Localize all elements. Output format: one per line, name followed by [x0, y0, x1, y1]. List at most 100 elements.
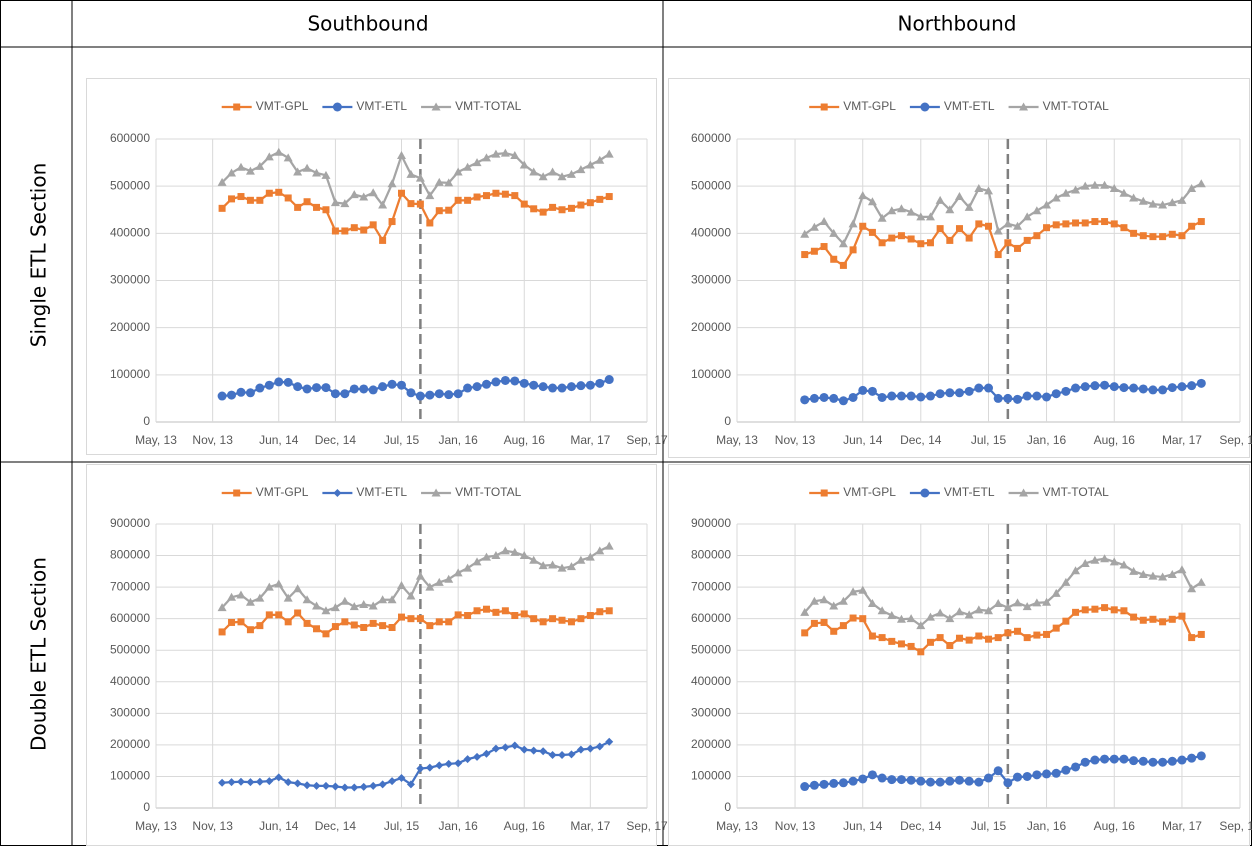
marker [604, 541, 614, 550]
marker [1109, 754, 1119, 764]
marker [500, 148, 510, 157]
chart-frame [86, 78, 657, 455]
marker [829, 778, 839, 788]
marker [284, 618, 292, 626]
marker [407, 615, 415, 623]
marker [849, 614, 857, 622]
marker [1149, 615, 1157, 623]
marker [406, 388, 416, 398]
marker [331, 782, 340, 791]
marker [350, 783, 359, 792]
marker [1129, 193, 1139, 202]
marker [993, 766, 1003, 776]
marker [265, 777, 274, 786]
x-tick-label: Dec, 14 [315, 433, 357, 447]
legend-label: VMT-GPL [843, 99, 896, 113]
marker [274, 773, 283, 782]
marker [359, 192, 369, 201]
marker [340, 389, 350, 399]
marker [425, 582, 435, 591]
marker [809, 596, 819, 605]
marker [255, 777, 264, 786]
marker [1014, 244, 1022, 252]
marker [406, 780, 415, 789]
marker [529, 167, 539, 176]
marker [985, 222, 992, 230]
marker [369, 781, 378, 790]
marker [867, 770, 877, 780]
y-tick-label: 300000 [691, 706, 731, 720]
marker [454, 759, 463, 768]
marker [520, 610, 528, 618]
legend: VMT-GPL VMT-ETL VMT-TOTAL [221, 485, 522, 499]
marker [577, 201, 585, 209]
marker [538, 561, 548, 570]
marker [800, 607, 810, 616]
marker [264, 152, 274, 161]
marker [878, 239, 886, 247]
marker [256, 196, 264, 204]
marker [848, 219, 858, 228]
marker [945, 205, 955, 214]
legend-label: VMT-TOTAL [1043, 99, 1110, 113]
y-tick-label: 300000 [110, 706, 150, 720]
marker [1138, 569, 1148, 578]
marker [330, 198, 340, 207]
marker [935, 195, 945, 204]
marker [492, 608, 500, 616]
marker [1109, 184, 1119, 193]
x-tick-label: Mar, 17 [1162, 819, 1202, 833]
marker [1168, 615, 1176, 623]
marker [444, 759, 453, 768]
y-tick-label: 900000 [691, 516, 731, 530]
marker [1081, 219, 1089, 227]
marker [463, 162, 473, 171]
marker [245, 597, 255, 606]
marker [378, 382, 388, 392]
marker [491, 744, 500, 753]
marker [925, 777, 935, 787]
marker [435, 207, 443, 215]
x-tick-label: Sep, 17 [1219, 433, 1252, 447]
x-tick-label: Jul, 15 [971, 433, 1007, 447]
marker [868, 228, 876, 236]
marker [994, 634, 1002, 642]
y-tick-label: 0 [724, 800, 731, 814]
marker [1003, 778, 1013, 788]
marker [1042, 769, 1052, 779]
marker [993, 599, 1003, 608]
marker [444, 390, 454, 400]
marker [549, 203, 557, 211]
marker [1051, 768, 1061, 778]
marker [302, 595, 312, 604]
marker [321, 170, 331, 179]
marker [1148, 571, 1158, 580]
marker [510, 151, 520, 160]
marker [501, 743, 510, 752]
marker [1158, 200, 1168, 209]
marker [994, 251, 1002, 259]
marker [558, 206, 566, 214]
marker [491, 149, 501, 158]
marker [454, 196, 462, 204]
legend-marker [233, 489, 241, 497]
marker [917, 648, 925, 656]
marker [397, 774, 406, 783]
marker [566, 562, 576, 571]
y-tick-label: 600000 [691, 611, 731, 625]
marker [1178, 612, 1186, 620]
marker [820, 618, 828, 626]
chart: 0 100000 200000 300000 400000 500000 600000 May… [86, 78, 668, 455]
x-tick-label: Nov, 13 [192, 433, 233, 447]
x-tick-label: Jul, 15 [971, 819, 1007, 833]
x-tick-label: May, 13 [135, 819, 177, 833]
marker [1188, 222, 1196, 230]
marker [217, 177, 227, 186]
marker [954, 607, 964, 616]
marker [491, 377, 501, 387]
marker [472, 158, 482, 167]
marker [549, 615, 557, 623]
y-tick-label: 700000 [691, 579, 731, 593]
marker [1188, 634, 1196, 642]
